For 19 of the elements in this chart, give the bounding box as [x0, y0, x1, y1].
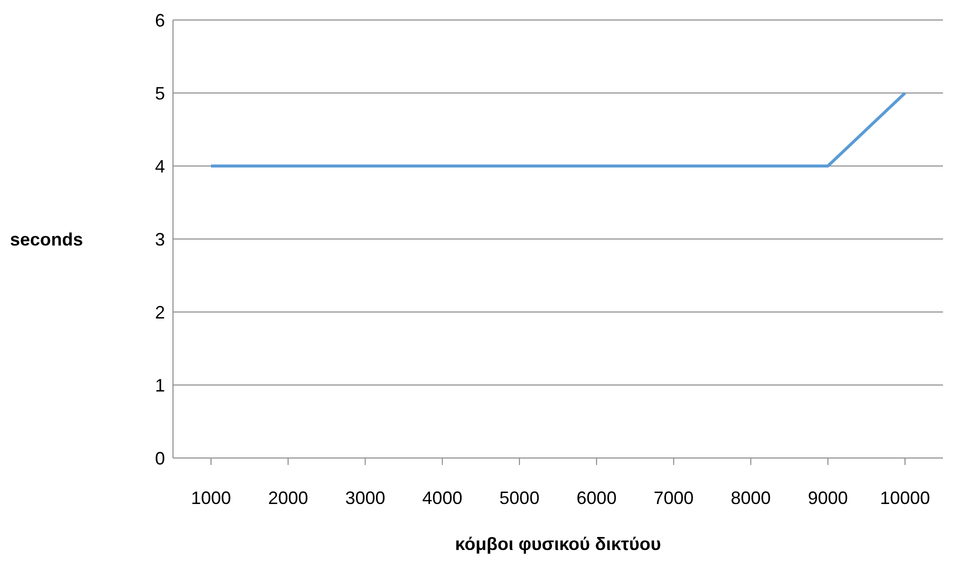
- x-tick-label: 7000: [654, 488, 694, 508]
- x-tick-label: 6000: [576, 488, 617, 508]
- y-tick-label: 4: [154, 156, 165, 176]
- x-tick-label: 9000: [808, 488, 848, 508]
- y-tick-label: 5: [154, 83, 165, 104]
- y-axis-title: seconds: [10, 229, 84, 250]
- x-tick-label: 3000: [345, 488, 386, 508]
- x-tick-label: 10000: [880, 488, 930, 508]
- y-tick-label: 3: [154, 229, 165, 250]
- y-tick-label: 0: [154, 448, 165, 468]
- x-tick-label: 4000: [422, 488, 462, 508]
- x-tick-label: 8000: [730, 488, 771, 508]
- x-tick-label: 1000: [190, 488, 232, 508]
- y-tick-label: 6: [154, 10, 165, 30]
- y-tick-label: 1: [154, 375, 165, 396]
- x-axis-title: κόμβοι φυσικού δικτύου: [455, 534, 661, 554]
- x-tick-label: 5000: [499, 488, 540, 508]
- y-tick-label: 2: [154, 302, 165, 322]
- x-tick-label: 2000: [268, 488, 308, 508]
